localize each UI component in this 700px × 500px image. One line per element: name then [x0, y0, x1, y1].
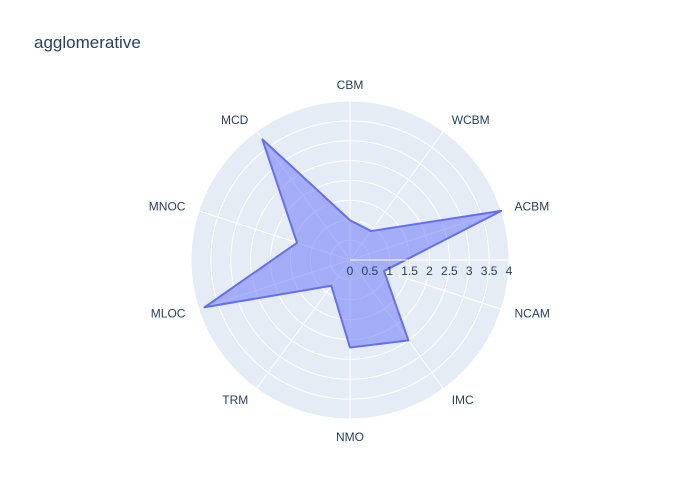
category-label-mnoc: MNOC	[149, 200, 186, 214]
category-labels: CBM WCBM ACBM NCAM IMC NMO TRM MLOC MNOC MCD	[149, 78, 550, 444]
series-area[interactable]	[203, 138, 503, 349]
radial-tick-label: 3.5	[481, 264, 498, 278]
radial-tick-label: 1.5	[401, 264, 418, 278]
radial-tick-label: 4	[506, 264, 513, 278]
category-label-acbm: ACBM	[515, 200, 550, 214]
category-label-ncam: NCAM	[515, 306, 550, 320]
category-label-cbm: CBM	[337, 78, 364, 92]
radial-tick-labels: 0 0.5 1 1.5 2 2.5 3 3.5 4	[347, 264, 513, 278]
category-label-imc: IMC	[452, 393, 474, 407]
category-label-mcd: MCD	[221, 113, 249, 127]
radial-tick-label: 1	[386, 264, 393, 278]
radial-tick-label: 2.5	[441, 264, 458, 278]
category-label-mloc: MLOC	[151, 306, 186, 320]
radial-tick-label: 2	[426, 264, 433, 278]
category-label-wcbm: WCBM	[452, 113, 490, 127]
radial-tick-label: 0	[347, 264, 354, 278]
category-label-trm: TRM	[222, 393, 248, 407]
radial-tick-label: 3	[466, 264, 473, 278]
chart-title: agglomerative	[34, 33, 141, 52]
category-label-nmo: NMO	[336, 430, 364, 444]
radial-tick-label: 0.5	[362, 264, 379, 278]
